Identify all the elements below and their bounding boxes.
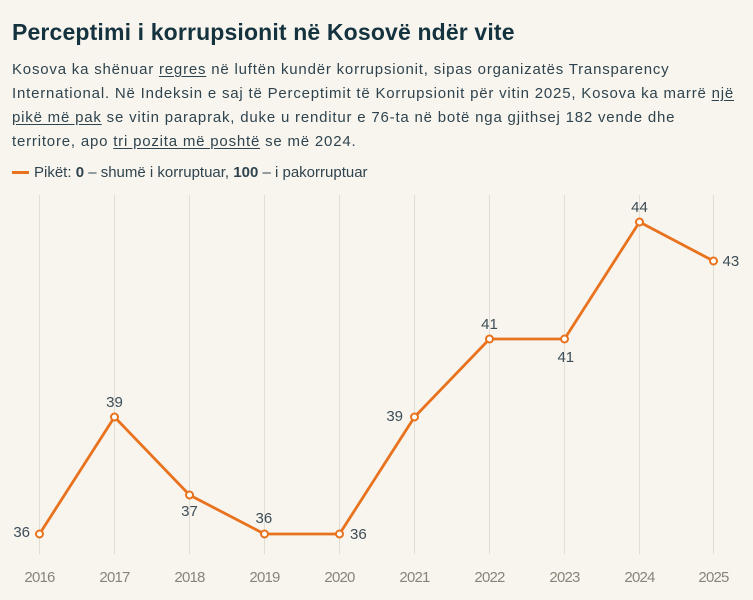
svg-text:36: 36 <box>256 510 273 527</box>
svg-text:43: 43 <box>723 253 740 270</box>
svg-text:2022: 2022 <box>474 569 505 586</box>
svg-text:2019: 2019 <box>249 569 280 586</box>
svg-text:2020: 2020 <box>324 569 355 586</box>
svg-text:36: 36 <box>13 524 30 541</box>
svg-text:2025: 2025 <box>698 569 729 586</box>
svg-text:2018: 2018 <box>174 569 205 586</box>
svg-text:2023: 2023 <box>549 569 580 586</box>
svg-text:2016: 2016 <box>24 569 55 586</box>
svg-text:36: 36 <box>350 526 367 543</box>
svg-text:44: 44 <box>631 199 648 216</box>
svg-text:2017: 2017 <box>99 569 130 586</box>
svg-text:41: 41 <box>481 316 498 333</box>
svg-text:2021: 2021 <box>399 569 430 586</box>
svg-text:37: 37 <box>181 503 198 520</box>
svg-text:39: 39 <box>386 408 403 425</box>
svg-text:41: 41 <box>557 349 574 366</box>
svg-text:39: 39 <box>106 394 123 411</box>
svg-text:2024: 2024 <box>624 569 655 586</box>
